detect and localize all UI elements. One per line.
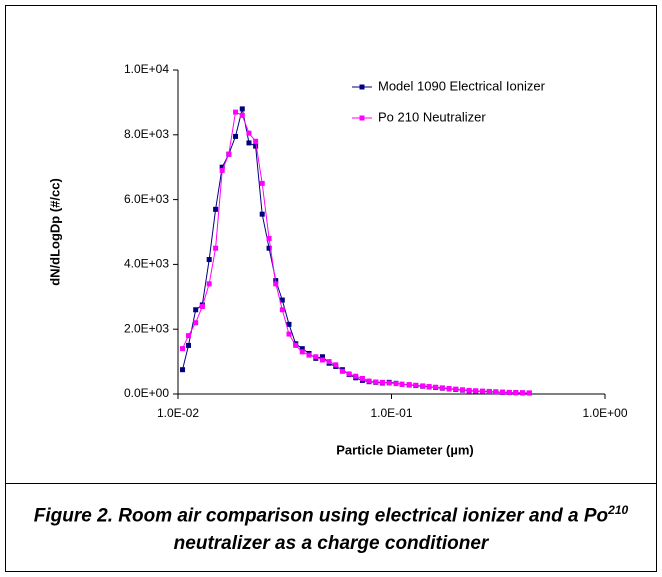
x-tick-label: 1.0E-02	[157, 406, 199, 420]
series-marker	[286, 321, 292, 327]
series-marker	[313, 354, 319, 360]
series-marker	[373, 379, 379, 385]
series-marker	[299, 346, 305, 352]
series-marker	[193, 320, 199, 326]
series-marker	[359, 375, 365, 381]
series-marker	[239, 106, 245, 112]
series-marker	[420, 383, 426, 389]
series-marker	[446, 385, 452, 391]
series-marker	[246, 140, 252, 146]
series-marker	[233, 133, 239, 139]
legend-label: Model 1090 Electrical Ionizer	[378, 78, 546, 93]
series-marker	[180, 367, 186, 373]
series-line	[182, 111, 530, 394]
chart-frame	[5, 5, 657, 484]
series-marker	[439, 385, 445, 391]
series-marker	[259, 180, 265, 186]
series-marker	[306, 352, 312, 358]
series-marker	[239, 112, 245, 118]
series-marker	[193, 307, 199, 313]
series-marker	[339, 368, 345, 374]
series-marker	[186, 333, 192, 339]
series-marker	[213, 245, 219, 251]
legend-label: Po 210 Neutralizer	[378, 109, 486, 124]
legend-marker	[359, 115, 365, 121]
series-marker	[273, 281, 279, 287]
series-marker	[366, 378, 372, 384]
series-marker	[353, 373, 359, 379]
series-marker	[253, 138, 259, 144]
series-marker	[393, 381, 399, 387]
series-marker	[259, 211, 265, 217]
caption: Figure 2. Room air comparison using elec…	[6, 484, 656, 570]
series-marker	[426, 384, 432, 390]
y-tick-label: 1.0E+04	[124, 62, 169, 76]
series-marker	[266, 245, 272, 251]
series-marker	[379, 379, 385, 385]
series-marker	[346, 371, 352, 377]
caption-superscript: 210	[608, 503, 629, 518]
series-marker	[206, 257, 212, 263]
series-marker	[279, 307, 285, 313]
caption-frame	[5, 483, 657, 572]
y-tick-label: 2.0E+03	[124, 321, 169, 335]
series-marker	[399, 381, 405, 387]
series-marker	[433, 384, 439, 390]
series-marker	[266, 235, 272, 241]
series-marker	[326, 359, 332, 365]
series-marker	[513, 390, 519, 396]
y-tick-label: 0.0E+00	[124, 386, 169, 400]
series-marker	[506, 389, 512, 395]
y-axis-label: dN/dLogDp (#/cc)	[47, 178, 62, 286]
series-marker	[466, 387, 472, 393]
x-tick-label: 1.0E+00	[582, 406, 627, 420]
series-marker	[279, 297, 285, 303]
series-marker	[480, 388, 486, 394]
y-tick-label: 6.0E+03	[124, 192, 169, 206]
series-marker	[253, 143, 259, 149]
legend-marker	[359, 84, 365, 90]
series-marker	[333, 362, 339, 368]
series-marker	[406, 382, 412, 388]
series-marker	[199, 304, 205, 310]
series-marker	[206, 281, 212, 287]
series-marker	[219, 164, 225, 170]
series-marker	[286, 331, 292, 337]
series-marker	[180, 346, 186, 352]
series-marker	[493, 389, 499, 395]
y-tick-label: 8.0E+03	[124, 127, 169, 141]
series-marker	[499, 389, 505, 395]
series-marker	[386, 380, 392, 386]
series-marker	[319, 354, 325, 360]
series-marker	[413, 382, 419, 388]
caption-text: neutralizer as a charge conditioner	[173, 532, 489, 554]
series-marker	[213, 206, 219, 212]
series-marker	[293, 342, 299, 348]
series-marker	[219, 167, 225, 173]
series-marker	[233, 109, 239, 115]
series-marker	[486, 388, 492, 394]
series-marker	[453, 386, 459, 392]
y-tick-label: 4.0E+03	[124, 257, 169, 271]
series-marker	[526, 390, 532, 396]
series-marker	[520, 390, 526, 396]
series-marker	[473, 388, 479, 394]
series-marker	[459, 387, 465, 393]
series-marker	[186, 342, 192, 348]
x-tick-label: 1.0E-01	[370, 406, 412, 420]
series-marker	[246, 130, 252, 136]
caption-text: Figure 2. Room air comparison using elec…	[33, 505, 609, 527]
series-line	[182, 108, 530, 394]
series-marker	[299, 349, 305, 355]
x-axis-label: Particle Diameter (µm)	[336, 442, 474, 457]
series-marker	[226, 151, 232, 157]
series-marker	[319, 357, 325, 363]
